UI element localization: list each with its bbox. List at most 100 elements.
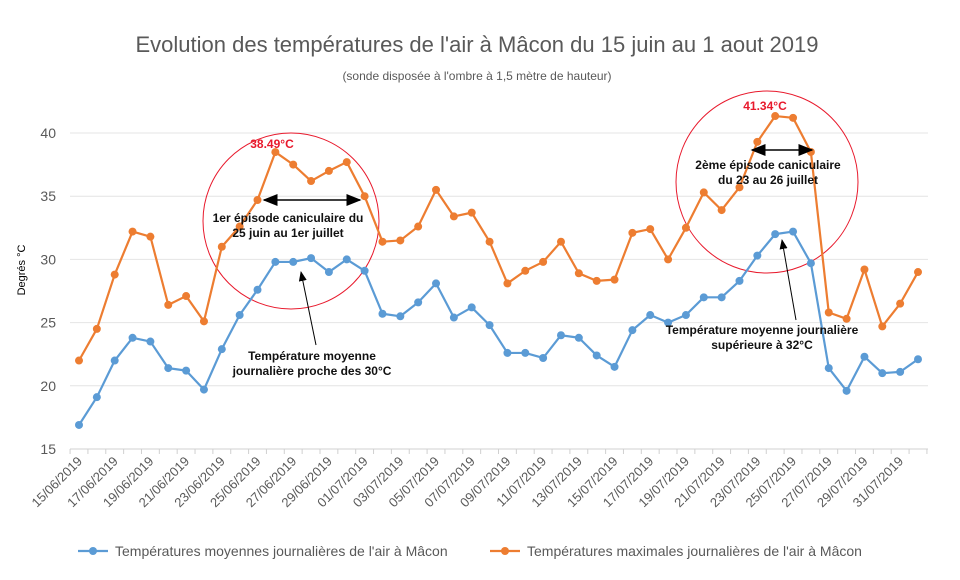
data-point [753, 137, 762, 146]
x-tick-labels: 15/06/201917/06/201919/06/201921/06/2019… [28, 454, 906, 511]
series-lines [75, 112, 922, 429]
data-point [628, 326, 637, 335]
data-point [235, 311, 244, 320]
y-tick-label: 15 [40, 441, 56, 457]
data-point [360, 266, 369, 275]
data-point [271, 257, 280, 266]
data-point [414, 298, 423, 307]
chart-subtitle: (sonde disposée à l'ombre à 1,5 mètre de… [342, 69, 611, 83]
data-point [324, 268, 333, 277]
data-point [253, 285, 262, 294]
data-point [717, 293, 726, 302]
data-point [771, 230, 780, 239]
y-tick-label: 40 [40, 125, 56, 141]
data-point [360, 192, 369, 201]
data-point [182, 292, 191, 301]
mean-1-label-line-1: Température moyenne [248, 349, 376, 363]
data-point [396, 312, 405, 321]
episode-1-label-line-1: 1er épisode caniculaire du [213, 211, 364, 225]
mean-2-arrow [779, 239, 797, 321]
data-point [164, 364, 173, 373]
data-point [146, 337, 155, 346]
data-point [467, 208, 476, 217]
data-point [878, 322, 887, 331]
y-tick-label: 25 [40, 315, 56, 331]
data-point [396, 236, 405, 245]
data-point [307, 254, 316, 263]
data-point [681, 223, 690, 232]
data-point [235, 222, 244, 231]
data-point [735, 183, 744, 192]
data-point [664, 318, 673, 327]
mean-1-arrow [298, 271, 317, 346]
data-point [842, 386, 851, 395]
peak-2-label: 41.34°C [743, 99, 787, 113]
chart-title: Evolution des températures de l'air à Mâ… [136, 32, 819, 57]
data-point [646, 225, 655, 234]
y-axis-label: Degrés °C [16, 245, 28, 296]
data-point [914, 268, 922, 277]
data-point [217, 242, 226, 251]
data-point [503, 279, 512, 288]
data-point [217, 345, 226, 354]
data-point [592, 276, 601, 285]
data-point [556, 331, 565, 340]
data-point [824, 308, 833, 317]
data-point [789, 113, 798, 122]
mean-1-label-line-2: journalière proche des 30°C [232, 364, 392, 378]
data-point [432, 279, 441, 288]
data-point [574, 333, 583, 342]
data-point [128, 333, 137, 342]
data-point [324, 166, 333, 175]
data-point [378, 309, 387, 318]
data-point [699, 188, 708, 197]
episode-2-label-line-2: du 23 au 26 juillet [718, 173, 818, 187]
data-point [771, 112, 780, 121]
data-point [610, 275, 619, 284]
mean-2-label-line-2: supérieure à 32°C [711, 338, 813, 352]
episode-2-label-line-1: 2ème épisode caniculaire [695, 158, 841, 172]
data-point [860, 352, 869, 361]
legend: Températures moyennes journalières de l'… [78, 543, 862, 559]
y-tick-label: 30 [40, 251, 56, 267]
data-point [110, 356, 119, 365]
data-point [92, 324, 101, 333]
data-point [449, 313, 458, 322]
series-mean [75, 227, 922, 429]
data-point [485, 237, 494, 246]
data-point [182, 366, 191, 375]
data-point [75, 420, 83, 429]
data-point [646, 311, 655, 320]
data-point [503, 348, 512, 357]
data-point [842, 314, 851, 323]
legend-label-max: Températures maximales journalières de l… [527, 543, 862, 559]
y-tick-labels: 15 20 25 30 35 40 [40, 125, 56, 457]
gridlines [69, 132, 928, 454]
data-point [92, 393, 101, 402]
data-point [914, 355, 922, 364]
legend-label-mean: Températures moyennes journalières de l'… [115, 543, 448, 559]
data-point [253, 195, 262, 204]
data-point [146, 232, 155, 241]
data-point [289, 160, 298, 169]
highlight-circle-episode-2 [675, 90, 859, 274]
data-point [467, 303, 476, 312]
data-point [592, 351, 601, 360]
data-point [521, 266, 530, 275]
data-point [735, 276, 744, 285]
data-point [717, 206, 726, 215]
data-point [681, 311, 690, 320]
data-point [664, 255, 673, 264]
data-point [753, 251, 762, 260]
data-point [610, 362, 619, 371]
data-point [199, 385, 208, 394]
peak-1-label: 38.49°C [250, 137, 294, 151]
data-point [539, 353, 548, 362]
data-point [307, 177, 316, 186]
data-point [289, 257, 298, 266]
data-point [878, 369, 887, 378]
data-point [860, 265, 869, 274]
data-point [164, 300, 173, 309]
data-point [896, 299, 905, 308]
